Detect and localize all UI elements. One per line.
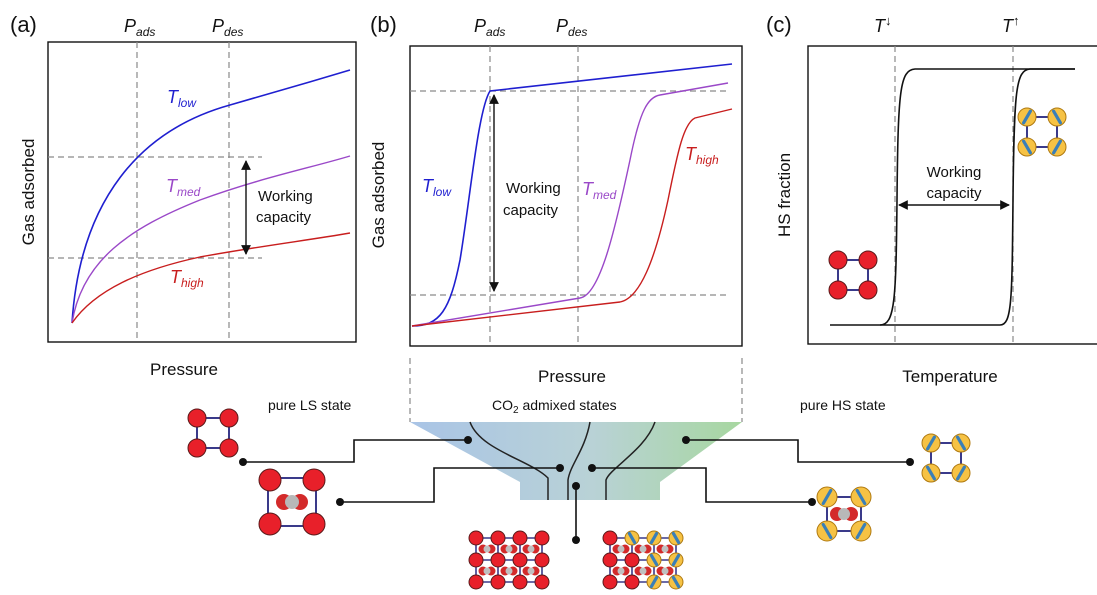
wire-ls-co2 — [340, 467, 560, 503]
panel-c-working-label: Working — [927, 164, 982, 181]
panel-a-curve-low — [71, 69, 351, 324]
panel-b-t-low-label: Tlow — [422, 176, 452, 199]
panel-c-t-down-label: T↓ — [874, 13, 892, 36]
panel-c-y-axis-title: HS fraction — [775, 153, 794, 237]
panel-a-x-axis-title: Pressure — [150, 360, 218, 379]
funnel-diagram: pure LS state CO2 admixed states pure HS… — [187, 358, 971, 590]
panel-b: (b) Pads Pdes Working capacity Tlow Tmed… — [369, 12, 743, 386]
connector-dots — [239, 436, 914, 544]
panel-a-t-med-label: Tmed — [166, 176, 201, 199]
panel-b-capacity-label: capacity — [503, 202, 559, 219]
panel-c-t-up-label: T↑ — [1002, 13, 1020, 36]
pure-ls-molecule — [187, 408, 239, 458]
panel-b-t-med-label: Tmed — [582, 179, 617, 202]
panel-b-curve-low — [411, 63, 733, 327]
panel-c-hs-molecule — [1017, 107, 1067, 157]
panel-c: (c) T↓ T↑ Working capacity HS fraction T… — [766, 12, 1097, 386]
panel-b-x-axis-title: Pressure — [538, 367, 606, 386]
panel-b-p-ads-label: Pads — [474, 16, 505, 39]
panel-a-curve-high — [71, 232, 351, 324]
panel-a-letter: (a) — [10, 12, 37, 37]
panel-c-plot-frame — [807, 45, 1097, 345]
funnel-line-1 — [469, 421, 549, 500]
pure-ls-label: pure LS state — [268, 397, 351, 413]
panel-a-capacity-label: capacity — [256, 209, 312, 226]
panel-a-t-low-label: Tlow — [167, 87, 197, 110]
panel-b-curve-high — [411, 108, 733, 327]
panel-c-x-axis-title: Temperature — [902, 367, 997, 386]
ls-co2-molecule — [258, 468, 326, 536]
funnel-line-2 — [567, 421, 591, 500]
panel-b-letter: (b) — [370, 12, 397, 37]
co2-admixed-label: CO2 admixed states — [492, 397, 617, 416]
panel-c-letter: (c) — [766, 12, 792, 37]
panel-a-curve-med — [71, 155, 351, 324]
hs-co2-molecule — [816, 486, 872, 542]
wire-pure-hs — [686, 439, 910, 463]
panel-a-p-des-label: Pdes — [212, 16, 243, 39]
panel-c-ls-molecule — [828, 250, 878, 300]
panel-c-cooling-branch — [830, 68, 1075, 326]
panel-c-capacity-label: capacity — [926, 185, 982, 202]
panel-a-t-high-label: Thigh — [170, 267, 204, 290]
ls-lattice — [468, 530, 550, 590]
panel-c-heating-branch — [880, 68, 1075, 326]
panel-a: (a) Pads Pdes Working capacity Tlow Tmed… — [10, 12, 357, 379]
panel-a-plot-frame — [47, 41, 357, 343]
panel-b-working-label: Working — [506, 180, 561, 197]
pure-hs-molecule — [921, 433, 971, 483]
wire-hs-co2 — [592, 467, 812, 503]
panel-b-t-high-label: Thigh — [685, 144, 719, 167]
panel-b-p-des-label: Pdes — [556, 16, 587, 39]
panel-b-y-axis-title: Gas adsorbed — [369, 142, 388, 249]
wire-pure-ls — [243, 439, 468, 463]
panel-b-curve-med — [411, 82, 729, 327]
hs-lattice — [602, 530, 684, 590]
panel-a-y-axis-title: Gas adsorbed — [19, 139, 38, 246]
co2-guest-icon — [276, 494, 308, 510]
panel-b-plot-frame — [409, 45, 743, 347]
pure-hs-label: pure HS state — [800, 397, 886, 413]
panel-a-p-ads-label: Pads — [124, 16, 155, 39]
panel-a-working-label: Working — [258, 188, 313, 205]
funnel-line-3 — [605, 421, 656, 500]
